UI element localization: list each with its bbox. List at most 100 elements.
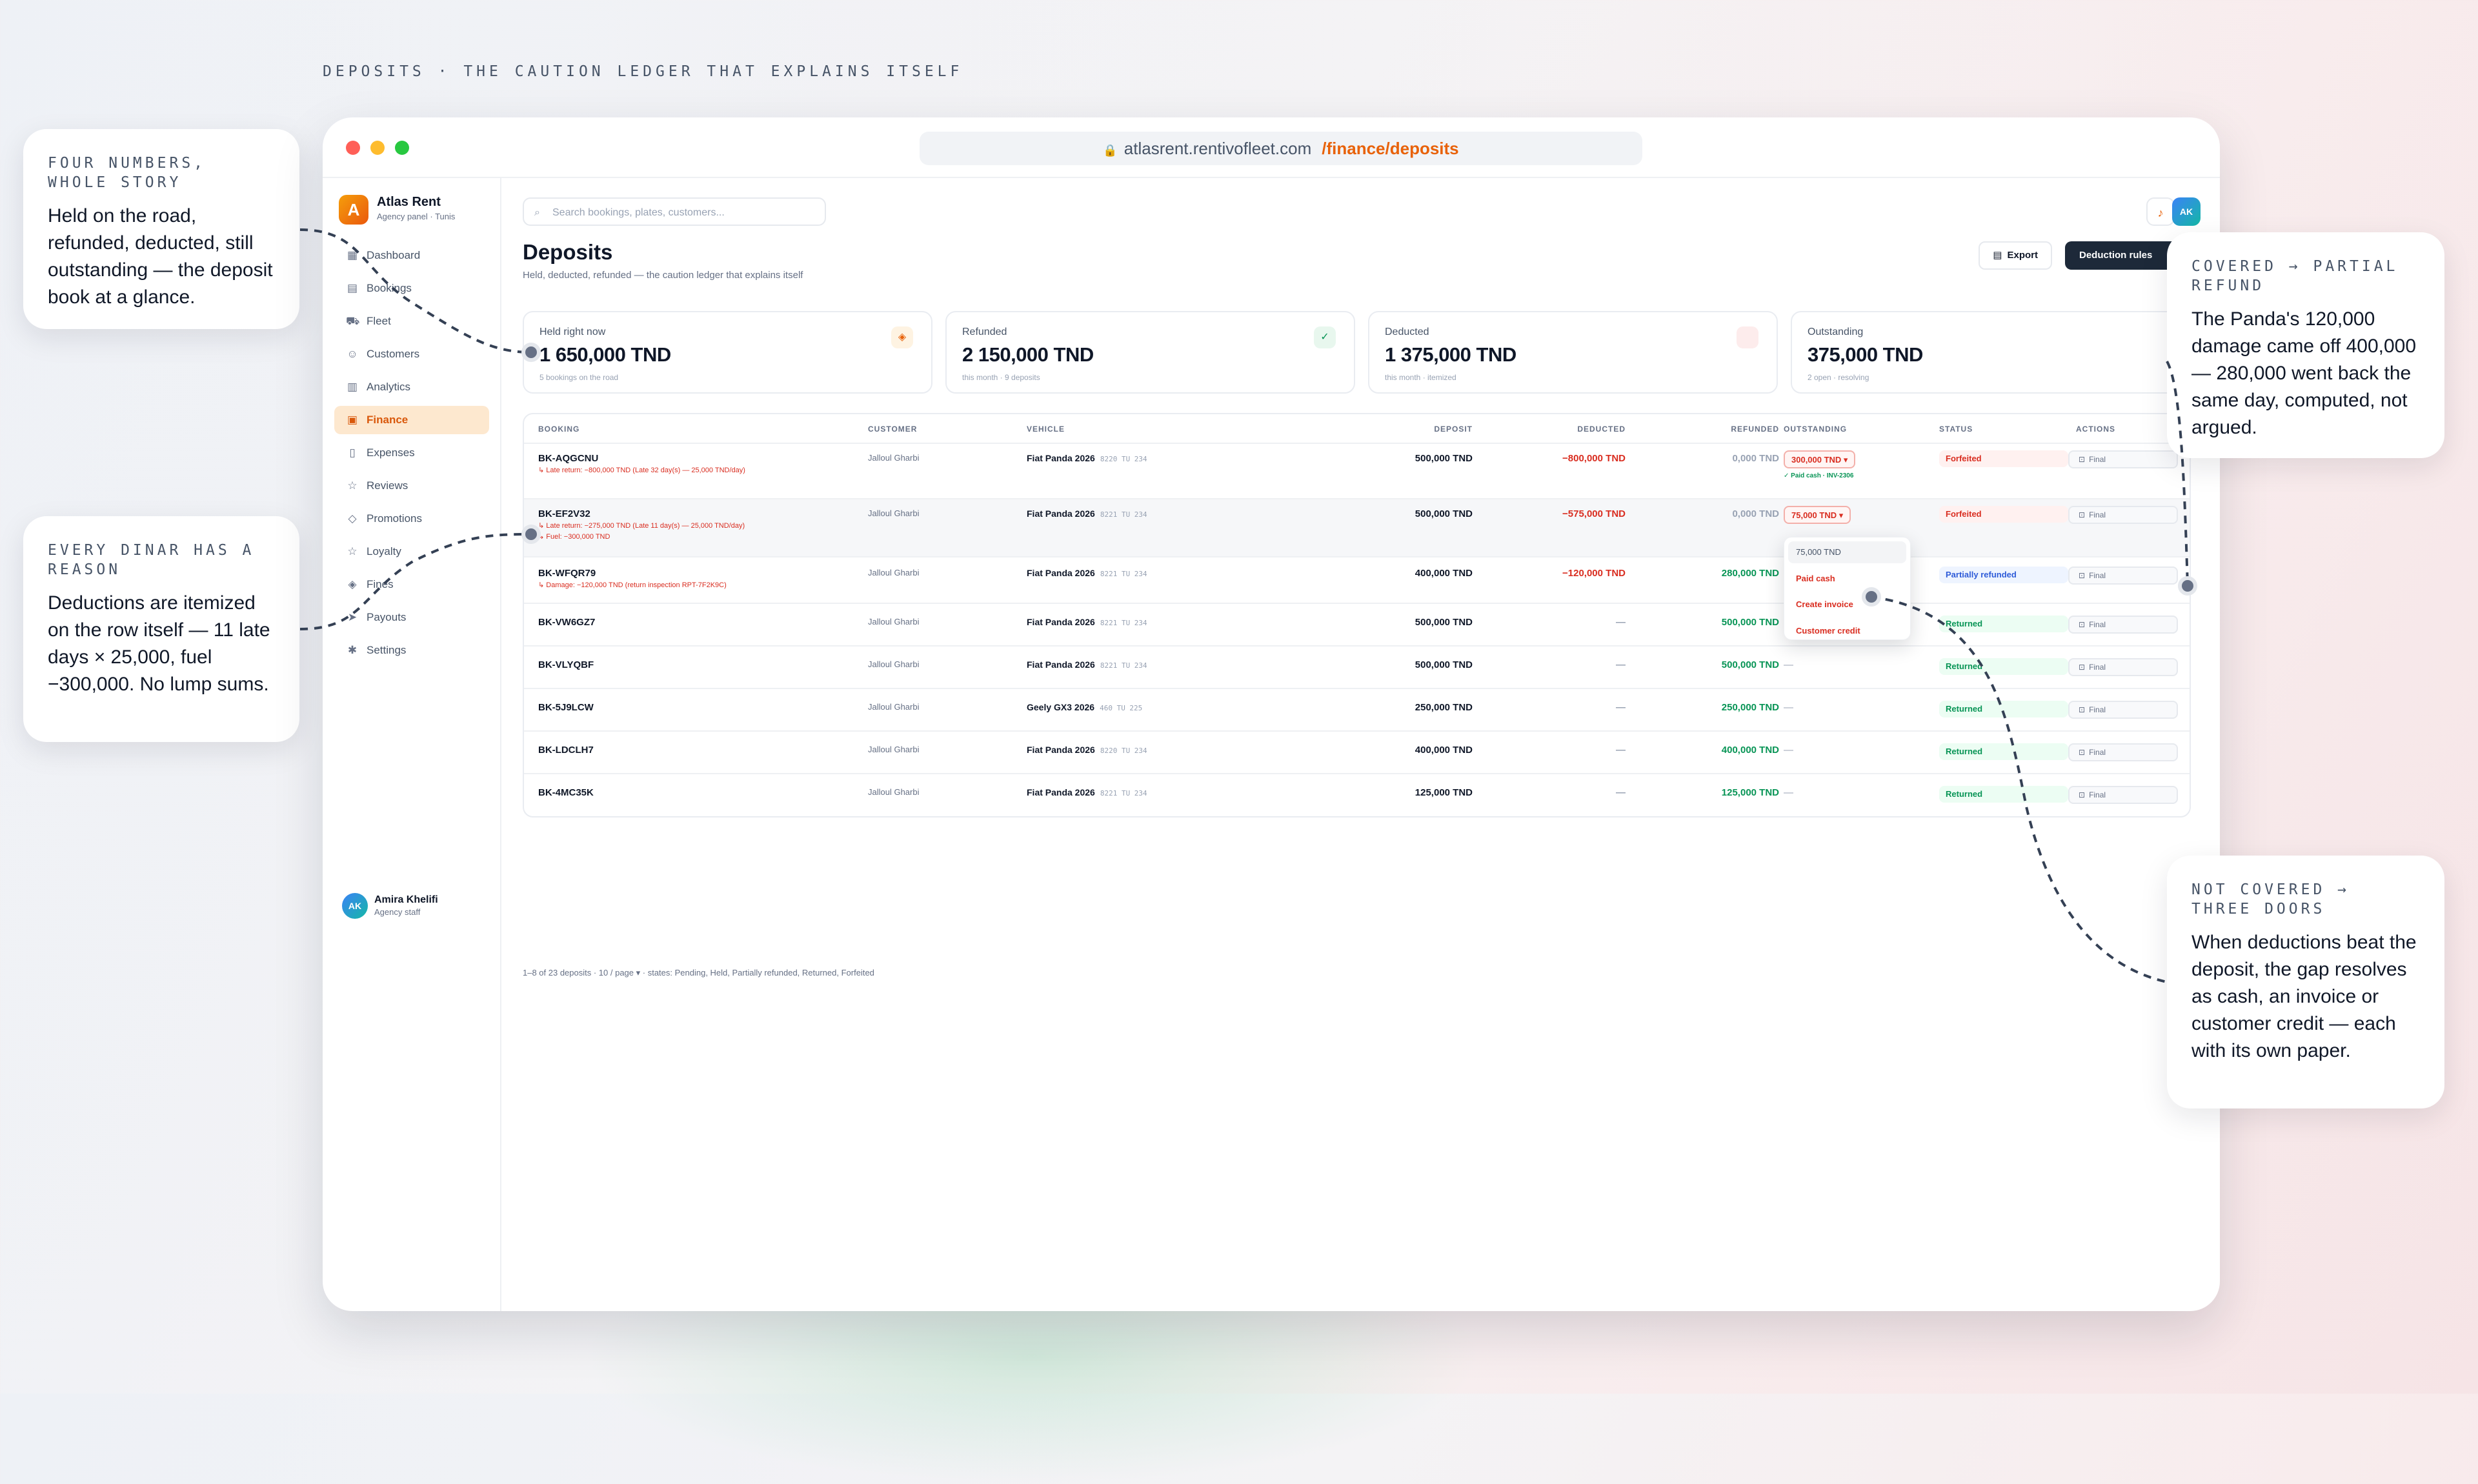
deduction-note: ↳ Fuel: −300,000 TND [538, 533, 610, 541]
address-bar[interactable]: 🔒 atlasrent.rentivofleet.com/finance/depo… [920, 132, 1642, 165]
minimize-window-dot[interactable] [370, 141, 385, 155]
avatar[interactable]: AK [2172, 197, 2201, 226]
sidebar-item-bookings[interactable]: ▤ Bookings [334, 274, 489, 303]
check-icon: ✓ [1314, 326, 1336, 348]
sidebar-item-finance[interactable]: ▣ Finance [334, 406, 489, 434]
sidebar-item-reviews[interactable]: ☆ Reviews [334, 472, 489, 500]
deposit-amount: 250,000 TND [1415, 702, 1473, 713]
divider [524, 645, 2190, 647]
sidebar-item-fines[interactable]: ◈ Fines [334, 570, 489, 599]
final-button[interactable]: ⊡ Final [2068, 450, 2178, 468]
menu-item-selected[interactable]: 75,000 TND [1796, 547, 1841, 557]
booking-id[interactable]: BK-WFQR79 [538, 568, 596, 579]
table-row[interactable]: BK-EF2V32 ↳ Late return: −275,000 TND (L… [524, 499, 2190, 556]
deposit-amount: 400,000 TND [1415, 568, 1473, 579]
final-button[interactable]: ⊡ Final [2068, 786, 2178, 804]
customer-name: Jalloul Gharbi [868, 702, 920, 712]
table-row[interactable]: BK-LDCLH7 Jalloul Gharbi Fiat Panda 2026… [524, 732, 2190, 773]
divider [524, 498, 2190, 499]
sidebar: A Atlas Rent Agency panel · Tunis ▦ Dashb… [323, 177, 501, 1311]
vehicle: Fiat Panda 2026 8221 TU 234 [1027, 508, 1147, 519]
table-row[interactable]: BK-VW6GZ7 Jalloul Gharbi Fiat Panda 2026… [524, 604, 2190, 645]
divider [524, 443, 2190, 444]
stat-value: 2 150,000 TND [962, 343, 1094, 366]
vehicle-name: Fiat Panda 2026 [1027, 508, 1095, 519]
sidebar-item-customers[interactable]: ☺ Customers [334, 340, 489, 368]
table-row[interactable]: BK-4MC35K Jalloul Gharbi Fiat Panda 2026… [524, 774, 2190, 816]
stat-caption: this month · 9 deposits [962, 373, 1040, 382]
maximize-window-dot[interactable] [395, 141, 409, 155]
final-button[interactable]: ⊡ Final [2068, 743, 2178, 761]
sidebar-item-fleet[interactable]: ⛟ Fleet [334, 307, 489, 336]
customer-name: Jalloul Gharbi [868, 453, 920, 463]
paid-receipt: ✓ Paid cash · INV-2306 [1784, 472, 1854, 479]
deduction-note: ↳ Damage: −120,000 TND (return inspectio… [538, 581, 727, 589]
users-icon: ☺ [347, 348, 358, 360]
lock-icon: ⊡ [2079, 510, 2086, 519]
vehicle: Geely GX3 2026 460 TU 225 [1027, 702, 1142, 712]
deposit-amount: 125,000 TND [1415, 787, 1473, 798]
final-button[interactable]: ⊡ Final [2068, 506, 2178, 524]
final-button[interactable]: ⊡ Final [2068, 616, 2178, 634]
chart-icon: ▥ [347, 381, 358, 393]
table-row[interactable]: BK-VLYQBF Jalloul Gharbi Fiat Panda 2026… [524, 647, 2190, 688]
outstanding-amount: — [1784, 787, 1793, 798]
page-subtitle: Held, deducted, refunded — the caution l… [523, 270, 803, 281]
status-badge: Forfeited [1939, 506, 2068, 523]
column-header: OUTSTANDING [1784, 425, 1848, 434]
refunded-amount: 400,000 TND [1721, 745, 1779, 756]
sidebar-item-loyalty[interactable]: ☆ Loyalty [334, 537, 489, 566]
booking-id[interactable]: BK-VW6GZ7 [538, 617, 596, 628]
stat-label: Refunded [962, 326, 1007, 337]
note-three-doors: NOT COVERED → THREE DOORS When deduction… [2167, 856, 2444, 1108]
menu-item-paid-cash[interactable]: Paid cash [1796, 574, 1835, 583]
menu-item-customer-credit[interactable]: Customer credit [1796, 626, 1860, 636]
status-badge: Returned [1939, 658, 2068, 675]
sidebar-item-label: Loyalty [367, 545, 401, 557]
divider [524, 730, 2190, 732]
menu-item-create-invoice[interactable]: Create invoice [1796, 599, 1853, 609]
calendar-icon: ▤ [347, 282, 358, 294]
export-button[interactable]: ▤ Export [1979, 241, 2052, 270]
stat-value: 1 375,000 TND [1385, 343, 1516, 366]
lock-icon: ⊡ [2079, 705, 2086, 714]
booking-id[interactable]: BK-EF2V32 [538, 508, 590, 519]
stat-caption: 2 open · resolving [1808, 373, 1869, 382]
sidebar-item-analytics[interactable]: ▥ Analytics [334, 373, 489, 401]
sidebar-item-dashboard[interactable]: ▦ Dashboard [334, 241, 489, 270]
table-row[interactable]: BK-5J9LCW Jalloul Gharbi Geely GX3 2026 4… [524, 689, 2190, 730]
table-row[interactable]: BK-AQGCNU ↳ Late return: −800,000 TND (L… [524, 444, 2190, 498]
sidebar-item-promotions[interactable]: ◇ Promotions [334, 505, 489, 533]
bell-icon[interactable]: ♪ [2146, 197, 2175, 226]
status-badge: Partially refunded [1939, 567, 2068, 583]
search-input[interactable]: ⌕ Search bookings, plates, customers... [523, 197, 826, 226]
final-button[interactable]: ⊡ Final [2068, 567, 2178, 585]
customer-name: Jalloul Gharbi [868, 659, 920, 669]
final-button[interactable]: ⊡ Final [2068, 701, 2178, 719]
brand-name: Atlas Rent [377, 195, 441, 209]
booking-id[interactable]: BK-4MC35K [538, 787, 594, 798]
booking-id[interactable]: BK-LDCLH7 [538, 745, 594, 756]
wallet-icon: ▣ [347, 414, 358, 426]
outstanding-dropdown[interactable]: 300,000 TND ▾ [1784, 450, 1856, 468]
table-row[interactable]: BK-WFQR79 ↳ Damage: −120,000 TND (return… [524, 557, 2190, 603]
action-label: Final [2089, 455, 2106, 464]
sidebar-item-settings[interactable]: ✱ Settings [334, 636, 489, 665]
refunded-amount: 0,000 TND [1732, 453, 1779, 464]
close-window-dot[interactable] [346, 141, 360, 155]
search-placeholder: Search bookings, plates, customers... [552, 207, 725, 218]
outstanding-dropdown[interactable]: 75,000 TND ▾ [1784, 506, 1851, 524]
booking-id[interactable]: BK-AQGCNU [538, 453, 599, 464]
final-button[interactable]: ⊡ Final [2068, 658, 2178, 676]
booking-id[interactable]: BK-VLYQBF [538, 659, 594, 670]
booking-id[interactable]: BK-5J9LCW [538, 702, 594, 713]
sidebar-item-payouts[interactable]: ➤ Payouts [334, 603, 489, 632]
sidebar-item-label: Fleet [367, 315, 391, 327]
sidebar-item-label: Bookings [367, 282, 412, 294]
vehicle: Fiat Panda 2026 8221 TU 234 [1027, 568, 1147, 578]
sidebar-item-expenses[interactable]: ▯ Expenses [334, 439, 489, 467]
stat-caption: 5 bookings on the road [539, 373, 619, 382]
customer-name: Jalloul Gharbi [868, 617, 920, 627]
deducted-amount: — [1616, 617, 1626, 628]
current-user[interactable]: AK Amira Khelifi Agency staff [342, 893, 438, 919]
